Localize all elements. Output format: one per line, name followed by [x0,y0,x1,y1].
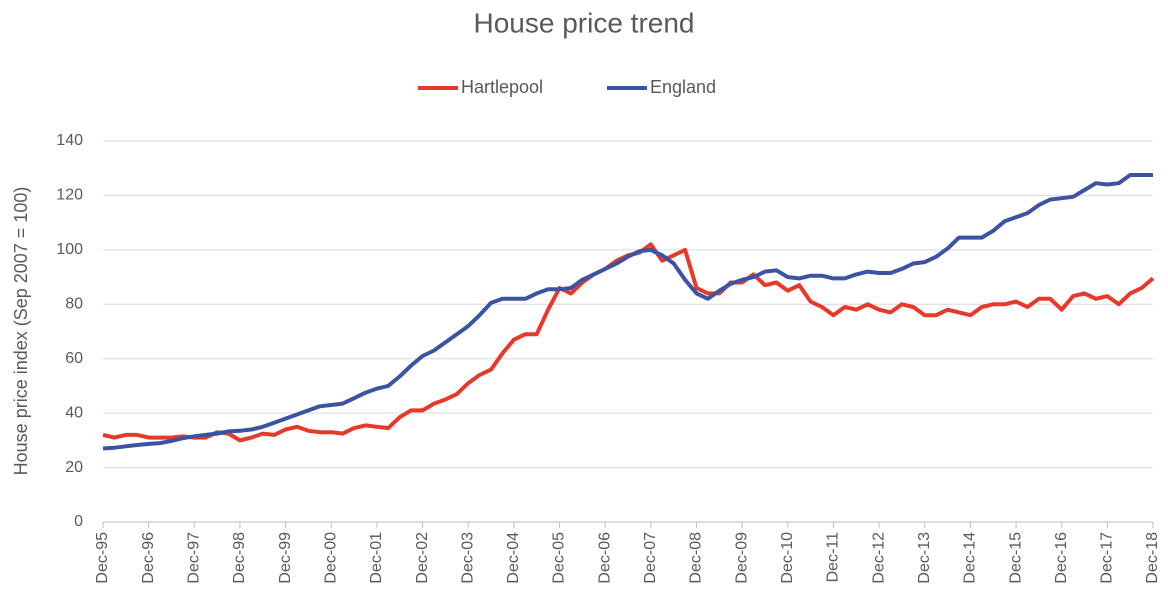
y-tick-label: 0 [74,513,83,530]
x-tick-label: Dec-96 [140,532,157,584]
x-tick-label: Dec-14 [962,532,979,584]
x-tick-label: Dec-12 [870,532,887,584]
y-tick-label: 20 [65,459,83,476]
x-tick-label: Dec-00 [322,532,339,584]
x-tick-label: Dec-97 [186,532,203,584]
x-tick-label: Dec-09 [733,532,750,584]
x-tick-label: Dec-06 [596,532,613,584]
x-tick-label: Dec-18 [1144,532,1161,584]
chart-title: House price trend [473,7,694,38]
y-tick-label: 60 [65,350,83,367]
x-tick-label: Dec-17 [1099,532,1116,584]
y-tick-label: 80 [65,296,83,313]
x-tick-label: Dec-95 [94,532,111,584]
legend-label: Hartlepool [461,77,543,97]
x-tick-label: Dec-16 [1053,532,1070,584]
x-tick-label: Dec-98 [231,532,248,584]
line-series [102,242,1155,443]
x-tick-label: Dec-02 [414,532,431,584]
x-tick-label: Dec-13 [916,532,933,584]
x-tick-label: Dec-08 [688,532,705,584]
y-tick-label: 100 [56,241,83,258]
y-tick-label: 140 [56,132,83,149]
legend-label: England [650,77,716,97]
y-tick-label: 40 [65,404,83,421]
line-series [102,173,1153,451]
x-tick-label: Dec-07 [642,532,659,584]
y-axis-title: House price index (Sep 2007 = 100) [11,187,31,476]
x-tick-label: Dec-11 [825,532,842,582]
x-tick-label: Dec-99 [277,532,294,584]
x-tick-label: Dec-15 [1007,532,1024,584]
x-tick-label: Dec-05 [551,532,568,584]
x-tick-label: Dec-01 [368,532,385,584]
y-tick-label: 120 [56,187,83,204]
x-tick-label: Dec-10 [779,532,796,584]
x-tick-label: Dec-04 [505,532,522,584]
x-tick-label: Dec-03 [459,532,476,584]
